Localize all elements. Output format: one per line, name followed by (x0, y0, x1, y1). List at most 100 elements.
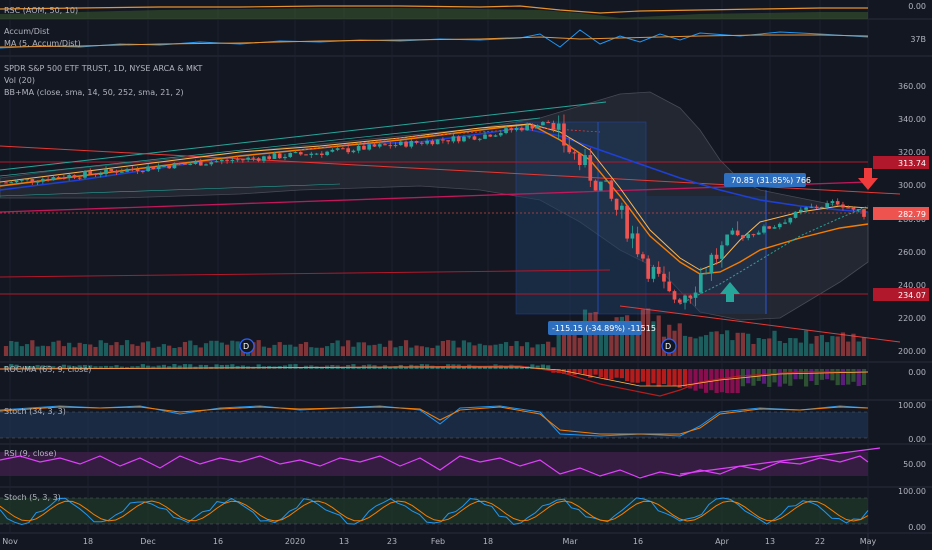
candle-body (667, 281, 672, 292)
candle-body (841, 204, 845, 208)
roc-bar (46, 365, 51, 369)
volume-bar (646, 308, 651, 356)
volume-bar (393, 347, 398, 356)
accum-label: Accum/Dist (4, 27, 49, 36)
candle-body (572, 152, 577, 154)
candle-body (72, 175, 77, 178)
dividend-marker-2 (661, 338, 677, 354)
time-tick: 16 (213, 537, 223, 546)
roc-bar (440, 366, 446, 369)
volume-bar (630, 331, 635, 356)
candle-body (104, 169, 108, 174)
volume-bar (340, 346, 345, 356)
accum-ma-line (0, 34, 869, 48)
rsc-line (0, 5, 868, 14)
volume-bar (330, 342, 335, 356)
candle-body (483, 134, 487, 139)
time-tick: 18 (83, 537, 93, 546)
roc-bar (356, 366, 361, 369)
volume-bar (40, 345, 45, 356)
candle-body (709, 254, 714, 274)
candle-body (67, 175, 72, 179)
volume-bar (114, 342, 119, 356)
price-tick-220: 220.00 (898, 314, 926, 323)
volume-bar (625, 315, 630, 356)
roc-bar (56, 366, 61, 369)
candle-body (346, 148, 350, 153)
roc-bar (135, 366, 140, 369)
volume-bar (172, 347, 177, 356)
candle-body (488, 134, 493, 137)
candle-body (546, 122, 551, 124)
candle-body (672, 291, 677, 300)
volume-bar (451, 340, 456, 356)
volume-bar (530, 347, 535, 356)
volume-bar (409, 347, 414, 356)
candle-body (393, 145, 398, 147)
candle-body (130, 169, 135, 171)
volume-bar (403, 340, 409, 356)
volume-bar (361, 342, 367, 356)
candle-body (388, 145, 393, 147)
candle-body (35, 181, 40, 183)
stoch1-d (0, 406, 869, 435)
candle-body (646, 258, 651, 279)
stoch1-axis-100: 100.00 (898, 401, 926, 410)
candle-body (25, 179, 29, 181)
candle-body (425, 140, 429, 144)
roc-bar (146, 365, 151, 369)
roc-bar (477, 366, 482, 369)
candle-body (372, 144, 377, 147)
dividend-marker-1 (239, 338, 255, 354)
candle-body (230, 160, 235, 162)
candle-body (851, 207, 856, 210)
volume-bar (177, 347, 182, 356)
candle-body (451, 136, 456, 142)
roc-bar (840, 369, 846, 386)
roc-bar (530, 364, 535, 369)
roc-bar (514, 365, 519, 369)
arrow-down-marker (858, 168, 878, 190)
roc-bar (735, 369, 740, 393)
candle-body (109, 169, 114, 171)
volume-bar (88, 344, 93, 356)
volume-bar (567, 320, 572, 356)
candle-body (530, 124, 535, 129)
candle-body (656, 266, 661, 274)
price-tick-340: 340.00 (898, 115, 926, 124)
roc-bar (825, 369, 830, 380)
candle-body (409, 140, 414, 147)
candle-body (730, 230, 735, 235)
volume-bar (514, 341, 519, 356)
volume-bar (35, 346, 40, 356)
volume-bar (372, 344, 377, 356)
candle-body (188, 163, 193, 165)
candle-body (146, 166, 150, 172)
svg-text:282.79: 282.79 (898, 210, 926, 219)
candle-body (262, 156, 266, 161)
volume-bar (51, 341, 56, 356)
volume-bar (224, 344, 230, 356)
time-axis[interactable]: Nov 18 Dec 16 2020 13 23 Feb 18 Mar 16 Apr 13 22 May (2, 537, 876, 546)
roc-bar (746, 369, 751, 384)
roc-bar (556, 369, 561, 374)
rsc-label: RSC (AOM, 50, 10) (4, 6, 78, 15)
volume-bar (230, 340, 235, 356)
volume-bar (551, 347, 556, 356)
candle-body (714, 254, 719, 259)
volume-bar (72, 347, 77, 356)
volume-bar (261, 346, 267, 356)
roc-bar (814, 369, 819, 386)
candle-body (462, 136, 466, 142)
volume-bar (709, 331, 714, 356)
volume-bar (535, 344, 540, 356)
volume-bar (77, 342, 82, 356)
candle-body (272, 153, 277, 159)
candle-body (746, 234, 751, 239)
candle-body (767, 226, 772, 229)
roc-bar (693, 369, 698, 391)
volume-bar (688, 336, 693, 356)
